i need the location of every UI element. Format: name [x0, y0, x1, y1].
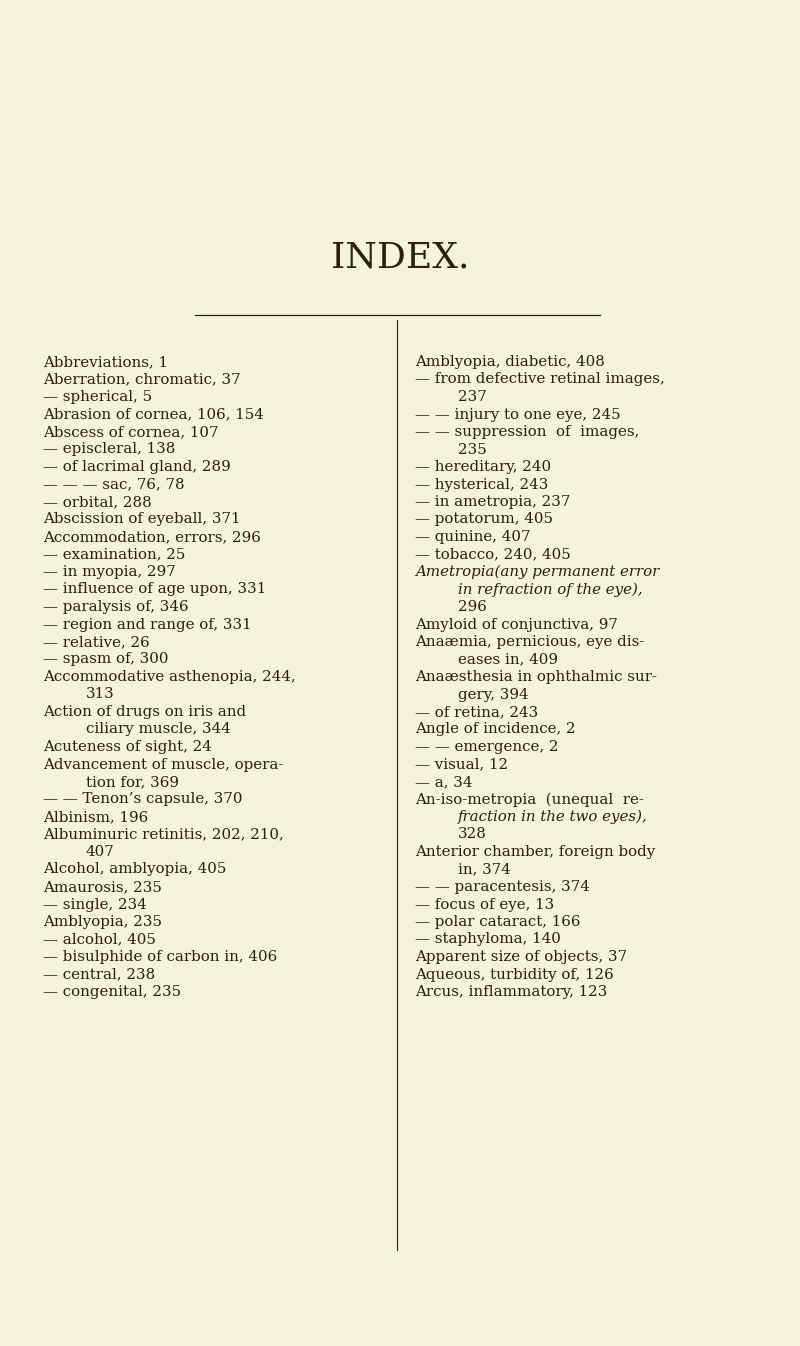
Text: — spasm of, 300: — spasm of, 300 [43, 653, 169, 666]
Text: Abrasion of cornea, 106, 154: Abrasion of cornea, 106, 154 [43, 408, 264, 421]
Text: — staphyloma, 140: — staphyloma, 140 [415, 933, 561, 946]
Text: — hysterical, 243: — hysterical, 243 [415, 478, 548, 491]
Text: gery, 394: gery, 394 [458, 688, 529, 701]
Text: eases in, 409: eases in, 409 [458, 653, 558, 666]
Text: — — injury to one eye, 245: — — injury to one eye, 245 [415, 408, 621, 421]
Text: — focus of eye, 13: — focus of eye, 13 [415, 898, 554, 911]
Text: — bisulphide of carbon in, 406: — bisulphide of carbon in, 406 [43, 950, 278, 964]
Text: 328: 328 [458, 828, 487, 841]
Text: — from defective retinal images,: — from defective retinal images, [415, 373, 665, 386]
Text: Aqueous, turbidity of, 126: Aqueous, turbidity of, 126 [415, 968, 614, 981]
Text: Action of drugs on iris and: Action of drugs on iris and [43, 705, 246, 719]
Text: Amblyopia, diabetic, 408: Amblyopia, diabetic, 408 [415, 355, 605, 369]
Text: in refraction of the eye),: in refraction of the eye), [458, 583, 642, 596]
Text: — orbital, 288: — orbital, 288 [43, 495, 152, 509]
Text: — of lacrimal gland, 289: — of lacrimal gland, 289 [43, 460, 230, 474]
Text: 237: 237 [458, 390, 486, 404]
Text: Arcus, inflammatory, 123: Arcus, inflammatory, 123 [415, 985, 607, 999]
Text: Abscission of eyeball, 371: Abscission of eyeball, 371 [43, 513, 241, 526]
Text: — influence of age upon, 331: — influence of age upon, 331 [43, 583, 266, 596]
Text: Apparent size of objects, 37: Apparent size of objects, 37 [415, 950, 627, 964]
Text: Amaurosis, 235: Amaurosis, 235 [43, 880, 162, 894]
Text: — — paracentesis, 374: — — paracentesis, 374 [415, 880, 590, 894]
Text: Advancement of muscle, opera-: Advancement of muscle, opera- [43, 758, 283, 771]
Text: — quinine, 407: — quinine, 407 [415, 530, 530, 544]
Text: 313: 313 [86, 688, 114, 701]
Text: — relative, 26: — relative, 26 [43, 635, 150, 649]
Text: — paralysis of, 346: — paralysis of, 346 [43, 600, 189, 614]
Text: — of retina, 243: — of retina, 243 [415, 705, 538, 719]
Text: — episcleral, 138: — episcleral, 138 [43, 443, 175, 456]
Text: Abbreviations, 1: Abbreviations, 1 [43, 355, 168, 369]
Text: — a, 34: — a, 34 [415, 775, 473, 789]
Text: — polar cataract, 166: — polar cataract, 166 [415, 915, 581, 929]
Text: 407: 407 [86, 845, 114, 859]
Text: Angle of incidence, 2: Angle of incidence, 2 [415, 723, 576, 736]
Text: Anaæmia, pernicious, eye dis-: Anaæmia, pernicious, eye dis- [415, 635, 644, 649]
Text: Albuminuric retinitis, 202, 210,: Albuminuric retinitis, 202, 210, [43, 828, 284, 841]
Text: — in ametropia, 237: — in ametropia, 237 [415, 495, 570, 509]
Text: — visual, 12: — visual, 12 [415, 758, 508, 771]
Text: Albinism, 196: Albinism, 196 [43, 810, 148, 824]
Text: — — — sac, 76, 78: — — — sac, 76, 78 [43, 478, 185, 491]
Text: — single, 234: — single, 234 [43, 898, 147, 911]
Text: Amyloid of conjunctiva, 97: Amyloid of conjunctiva, 97 [415, 618, 618, 631]
Text: An-iso-metropia  (unequal  re-: An-iso-metropia (unequal re- [415, 793, 644, 806]
Text: — tobacco, 240, 405: — tobacco, 240, 405 [415, 548, 570, 561]
Text: — central, 238: — central, 238 [43, 968, 155, 981]
Text: — examination, 25: — examination, 25 [43, 548, 186, 561]
Text: — in myopia, 297: — in myopia, 297 [43, 565, 176, 579]
Text: — potatorum, 405: — potatorum, 405 [415, 513, 553, 526]
Text: — hereditary, 240: — hereditary, 240 [415, 460, 551, 474]
Text: Accommodation, errors, 296: Accommodation, errors, 296 [43, 530, 261, 544]
Text: Ametropia(any permanent error: Ametropia(any permanent error [415, 565, 659, 579]
Text: in, 374: in, 374 [458, 863, 511, 876]
Text: — spherical, 5: — spherical, 5 [43, 390, 152, 404]
Text: — congenital, 235: — congenital, 235 [43, 985, 181, 999]
Text: Accommodative asthenopia, 244,: Accommodative asthenopia, 244, [43, 670, 296, 684]
Text: Aberration, chromatic, 37: Aberration, chromatic, 37 [43, 373, 241, 386]
Text: tion for, 369: tion for, 369 [86, 775, 179, 789]
Text: Anterior chamber, foreign body: Anterior chamber, foreign body [415, 845, 655, 859]
Text: Alcohol, amblyopia, 405: Alcohol, amblyopia, 405 [43, 863, 226, 876]
Text: — alcohol, 405: — alcohol, 405 [43, 933, 156, 946]
Text: Anaæsthesia in ophthalmic sur-: Anaæsthesia in ophthalmic sur- [415, 670, 657, 684]
Text: INDEX.: INDEX. [330, 241, 470, 275]
Text: Acuteness of sight, 24: Acuteness of sight, 24 [43, 740, 212, 754]
Text: fraction in the two eyes),: fraction in the two eyes), [458, 810, 648, 824]
Text: — — Tenon’s capsule, 370: — — Tenon’s capsule, 370 [43, 793, 242, 806]
Text: — — emergence, 2: — — emergence, 2 [415, 740, 558, 754]
Text: 296: 296 [458, 600, 487, 614]
Text: — — suppression  of  images,: — — suppression of images, [415, 425, 639, 439]
Text: ciliary muscle, 344: ciliary muscle, 344 [86, 723, 231, 736]
Text: 235: 235 [458, 443, 486, 456]
Text: — region and range of, 331: — region and range of, 331 [43, 618, 252, 631]
Text: Abscess of cornea, 107: Abscess of cornea, 107 [43, 425, 218, 439]
Text: Amblyopia, 235: Amblyopia, 235 [43, 915, 162, 929]
